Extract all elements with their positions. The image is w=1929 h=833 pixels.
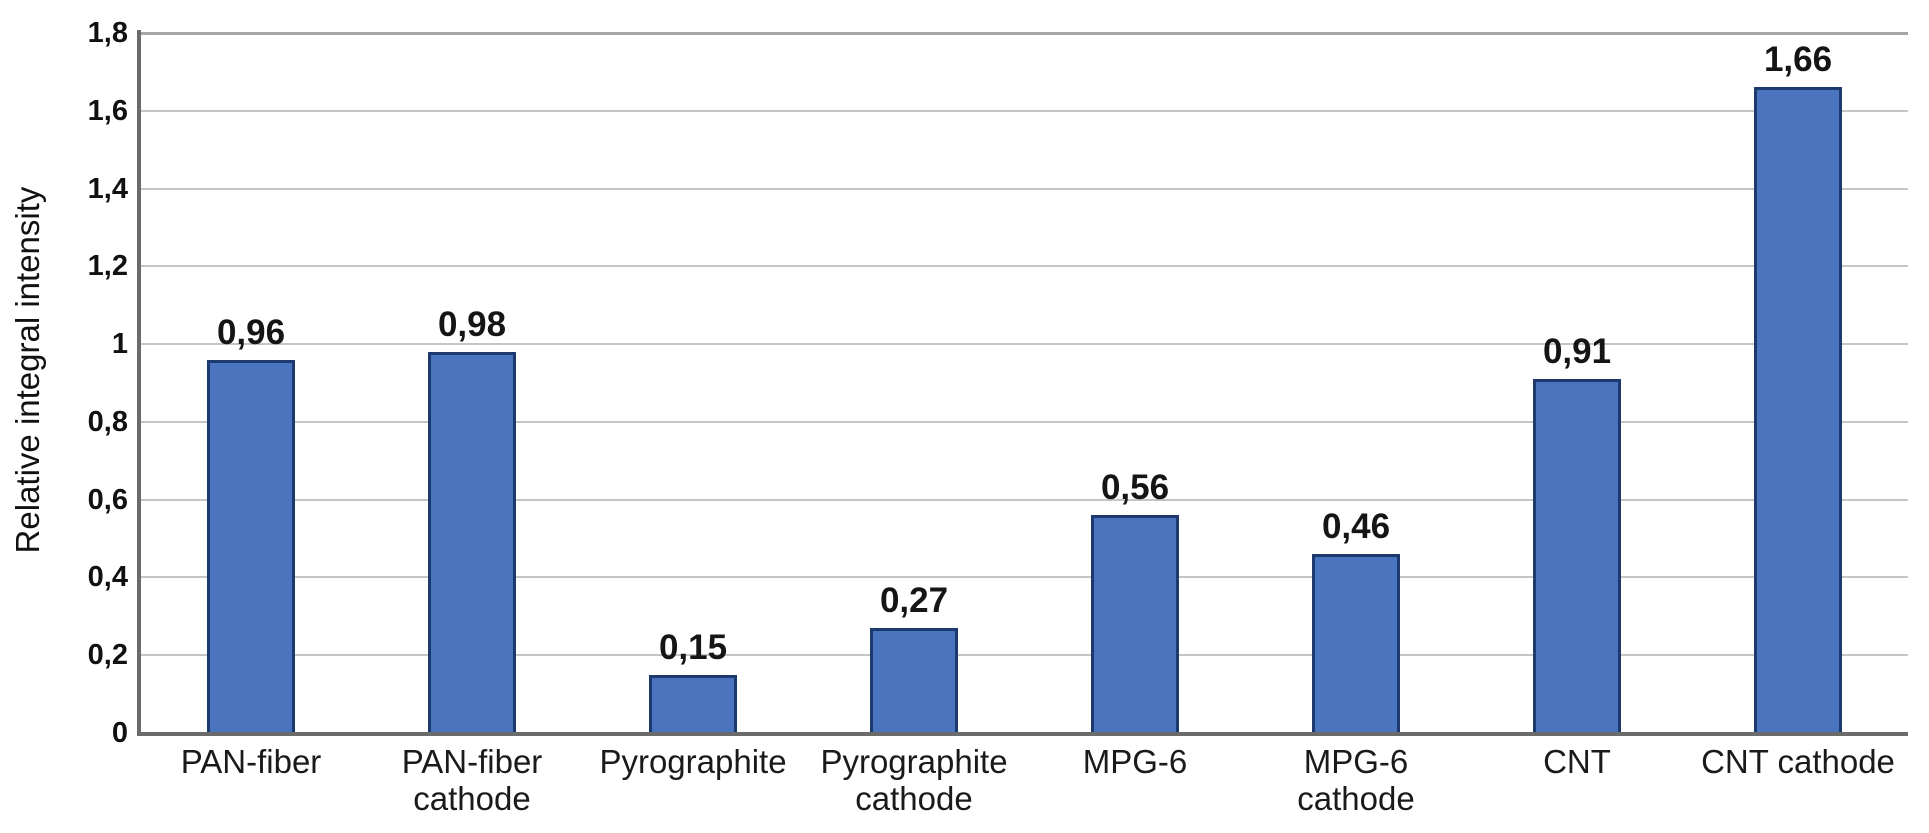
bar [1312, 554, 1400, 735]
category-label: PAN-fiber cathode [401, 743, 543, 817]
bar-value-label: 0,56 [1100, 468, 1170, 507]
category-label: CNT [1543, 743, 1611, 780]
y-tick-label: 1,6 [87, 95, 128, 127]
bar-value-label: 0,98 [437, 305, 507, 344]
y-tick-label: 1,4 [87, 173, 128, 205]
y-tick-label: 0 [111, 717, 128, 749]
gridline [141, 343, 1908, 345]
gridline [141, 499, 1908, 501]
bar [1533, 379, 1621, 735]
y-tick-label: 0,8 [87, 406, 128, 438]
bar-value-label: 1,66 [1763, 40, 1833, 79]
y-axis-line [137, 30, 141, 735]
category-label: PAN-fiber [180, 743, 322, 780]
category-label: Pyrographite [599, 743, 787, 780]
bar-value-label: 0,91 [1542, 332, 1612, 371]
bar [649, 675, 737, 735]
y-tick-label: 0,6 [87, 484, 128, 516]
category-label: CNT cathode [1701, 743, 1895, 780]
gridline [141, 188, 1908, 190]
y-tick-label: 1,2 [87, 250, 128, 282]
y-tick-label: 0,2 [87, 639, 128, 671]
x-axis-line [137, 732, 1908, 736]
category-label: MPG-6 cathode [1297, 743, 1415, 817]
gridline [141, 32, 1908, 35]
gridline [141, 576, 1908, 578]
bar [870, 628, 958, 735]
bar-value-label: 0,46 [1321, 507, 1391, 546]
gridline [141, 110, 1908, 112]
bar [1091, 515, 1179, 735]
y-tick-label: 1,8 [87, 17, 128, 49]
gridline [141, 265, 1908, 267]
bar-value-label: 0,15 [658, 628, 728, 667]
y-tick-label: 1 [111, 328, 128, 360]
gridline [141, 421, 1908, 423]
bar-value-label: 0,27 [879, 581, 949, 620]
gridline [141, 654, 1908, 656]
category-label: Pyrographite cathode [820, 743, 1008, 817]
y-tick-label: 0,4 [87, 561, 128, 593]
bar [428, 352, 516, 735]
category-label: MPG-6 [1082, 743, 1188, 780]
bar [207, 360, 295, 735]
bar-value-label: 0,96 [216, 313, 286, 352]
bar [1754, 87, 1842, 735]
